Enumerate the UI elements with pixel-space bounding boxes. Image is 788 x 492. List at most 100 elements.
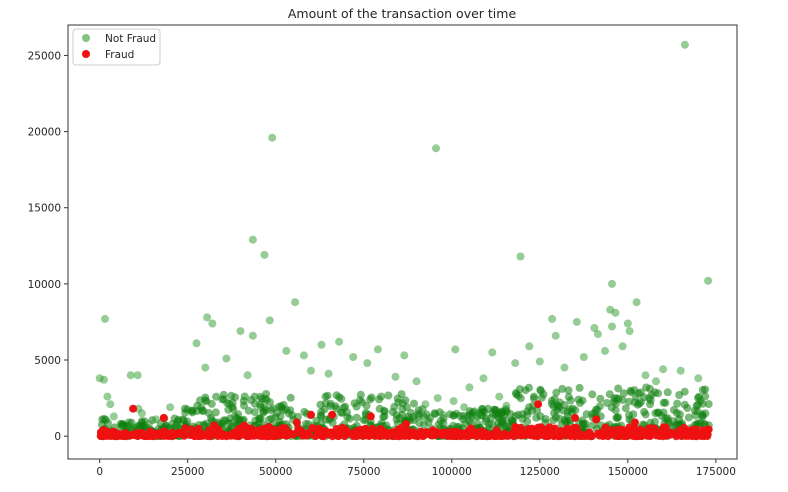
not-fraud-point [558,384,567,393]
fraud-point [582,432,591,440]
not-fraud-point [208,319,217,328]
not-fraud-point [551,331,560,340]
not-fraud-point [566,396,575,405]
not-fraud-point [265,398,274,407]
not-fraud-point [436,416,445,425]
fraud-point [365,432,374,440]
not-fraud-point [260,403,269,412]
not-fraud-point [535,357,544,366]
not-fraud-point [578,416,587,425]
fraud-point [511,423,520,431]
not-fraud-point [511,359,520,368]
fraud-point [181,424,190,433]
not-fraud-point [337,408,345,417]
not-fraud-point [187,406,196,415]
not-fraud-point [219,390,228,399]
not-fraud-point [698,411,707,420]
not-fraud-point [659,408,668,417]
not-fraud-point [659,365,668,374]
not-fraud-point [375,395,383,404]
not-fraud-point [282,405,291,414]
not-fraud-point [350,399,359,408]
not-fraud-point [99,375,108,384]
not-fraud-point [680,400,689,409]
fraud-point [561,428,570,437]
not-fraud-point [265,316,274,325]
fraud-point [377,428,386,437]
not-fraud-point [231,393,240,402]
not-fraud-point [465,407,474,416]
not-fraud-point [247,396,256,404]
not-fraud-point [202,419,211,428]
fraud-point [210,421,219,430]
not-fraud-point [474,412,483,421]
not-fraud-point [367,393,376,402]
not-fraud-point [525,383,533,392]
fraud-point [491,430,500,439]
not-fraud-point [320,405,329,414]
legend-marker [82,50,90,58]
fraud-point [675,426,684,435]
not-fraud-point [291,298,300,307]
not-fraud-point [328,418,337,427]
x-tick-label: 50000 [259,466,292,478]
not-fraud-point [553,406,561,415]
not-fraud-point [380,412,389,421]
not-fraud-point [632,298,641,307]
fraud-point [482,431,491,440]
not-fraud-point [256,414,265,423]
fraud-point [573,431,582,440]
not-fraud-point [321,399,330,408]
not-fraud-point [98,415,107,424]
not-fraud-point [588,390,597,399]
x-tick-label: 0 [96,466,103,478]
fraud-point [650,424,659,433]
not-fraud-point [166,403,175,412]
y-tick-label: 5000 [34,355,61,367]
not-fraud-point [669,405,678,414]
not-fraud-point [704,400,713,409]
fraud-point [687,426,696,435]
not-fraud-point [335,337,344,346]
not-fraud-point [498,417,506,426]
y-tick-label: 25000 [28,50,61,62]
not-fraud-point [623,319,632,328]
not-fraud-point [663,388,672,397]
fraud-point [438,430,447,439]
not-fraud-point [268,133,277,142]
not-fraud-point [343,413,352,422]
not-fraud-point [694,374,703,383]
fraud-point [240,421,249,430]
not-fraud-point [460,403,469,412]
x-tick-label: 125000 [520,466,560,478]
fraud-point [108,428,117,437]
fraud-point [387,429,396,437]
not-fraud-point [512,388,520,397]
not-fraud-point [694,393,702,402]
not-fraud-point [551,413,560,422]
not-fraud-point [180,404,189,413]
x-tick-label: 150000 [608,466,648,478]
plot-frame [67,24,738,460]
not-fraud-point [698,399,707,408]
fraud-point [283,431,292,440]
legend-label: Not Fraud [105,33,156,45]
not-fraud-point [516,252,525,261]
not-fraud-point [299,351,308,360]
not-fraud-point [152,415,160,424]
not-fraud-point [307,366,315,375]
not-fraud-point [596,394,605,403]
not-fraud-point [106,400,115,409]
fraud-point [447,428,456,436]
fraud-point [334,432,343,441]
fraud-point [278,424,287,432]
not-fraud-point [127,423,136,431]
not-fraud-point [572,317,581,326]
fraud-point [527,430,536,439]
fraud-point [625,423,634,432]
not-fraud-point [317,340,326,349]
legend-label: Fraud [105,49,134,61]
not-fraud-point [322,415,330,424]
not-fraud-point [109,412,118,421]
